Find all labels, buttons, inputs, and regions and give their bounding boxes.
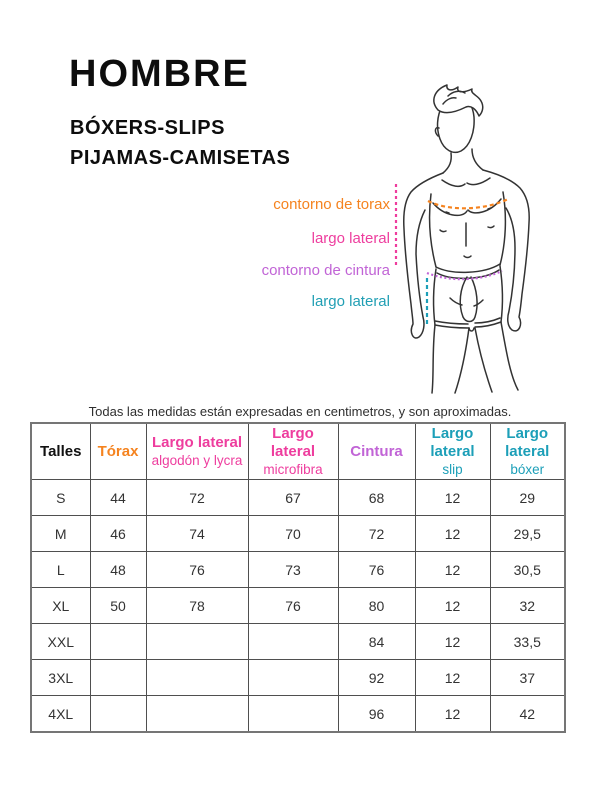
cell-torax: 44 bbox=[89, 479, 147, 516]
cell-talle: XL bbox=[30, 587, 91, 624]
size-table: Talles Tórax Largo lateral algodón y lycr… bbox=[30, 422, 566, 733]
cell-largo-algodon: 72 bbox=[145, 479, 249, 516]
cell-talle: S bbox=[30, 479, 91, 516]
cell-largo-algodon bbox=[145, 695, 249, 733]
figure-neck bbox=[442, 148, 484, 174]
label-largo-lateral-boxer: largo lateral bbox=[311, 293, 390, 310]
cell-largo-algodon: 76 bbox=[145, 551, 249, 588]
cell-largo-slip: 12 bbox=[414, 551, 491, 588]
cell-largo-boxer: 32 bbox=[489, 587, 566, 624]
cell-cintura: 92 bbox=[337, 659, 416, 696]
cell-largo-microfibra: 70 bbox=[247, 515, 339, 552]
cell-largo-slip: 12 bbox=[414, 659, 491, 696]
label-contorno-de-torax: contorno de torax bbox=[273, 196, 390, 213]
cell-torax: 46 bbox=[89, 515, 147, 552]
cell-cintura: 84 bbox=[337, 623, 416, 660]
size-row-xl: XL 50 78 76 80 12 32 bbox=[30, 587, 566, 624]
col-header-largo-algodon: Largo lateral algodón y lycra bbox=[145, 422, 249, 480]
cell-cintura: 68 bbox=[337, 479, 416, 516]
male-figure-illustration bbox=[394, 84, 530, 394]
chest-measure-line bbox=[427, 198, 509, 210]
cell-largo-slip: 12 bbox=[414, 479, 491, 516]
header-row: Talles Tórax Largo lateral algodón y lycr… bbox=[30, 422, 566, 480]
cell-largo-boxer: 33,5 bbox=[489, 623, 566, 660]
cell-largo-algodon bbox=[145, 623, 249, 660]
cell-largo-boxer: 29 bbox=[489, 479, 566, 516]
cell-largo-boxer: 29,5 bbox=[489, 515, 566, 552]
cell-cintura: 72 bbox=[337, 515, 416, 552]
col-header-largo-boxer: Largo lateral bóxer bbox=[489, 422, 566, 480]
figure-legs bbox=[431, 321, 519, 394]
cell-cintura: 76 bbox=[337, 551, 416, 588]
col-header-largo-microfibra: Largo lateral microfibra bbox=[247, 422, 339, 480]
cell-largo-algodon bbox=[145, 659, 249, 696]
cell-talle: L bbox=[30, 551, 91, 588]
cell-largo-microfibra: 76 bbox=[247, 587, 339, 624]
size-row-4xl: 4XL 96 12 42 bbox=[30, 695, 566, 733]
label-contorno-de-cintura: contorno de cintura bbox=[261, 262, 390, 279]
subtitle-line-pijamas-camisetas: PIJAMAS-CAMISETAS bbox=[70, 147, 291, 169]
cell-largo-microfibra: 73 bbox=[247, 551, 339, 588]
cell-torax bbox=[89, 695, 147, 733]
cell-talle: 4XL bbox=[30, 695, 91, 733]
cell-largo-slip: 12 bbox=[414, 515, 491, 552]
cell-largo-boxer: 30,5 bbox=[489, 551, 566, 588]
cell-talle: M bbox=[30, 515, 91, 552]
cell-largo-boxer: 42 bbox=[489, 695, 566, 733]
size-row-xxl: XXL 84 12 33,5 bbox=[30, 623, 566, 660]
size-row-3xl: 3XL 92 12 37 bbox=[30, 659, 566, 696]
cell-talle: XXL bbox=[30, 623, 91, 660]
cell-largo-algodon: 74 bbox=[145, 515, 249, 552]
size-row-s: S 44 72 67 68 12 29 bbox=[30, 479, 566, 516]
size-row-l: L 48 76 73 76 12 30,5 bbox=[30, 551, 566, 588]
cell-largo-microfibra bbox=[247, 623, 339, 660]
figure-hair bbox=[433, 84, 484, 117]
cell-cintura: 80 bbox=[337, 587, 416, 624]
cell-torax: 48 bbox=[89, 551, 147, 588]
subtitle-line-boxers-slips: BÓXERS-SLIPS bbox=[70, 117, 225, 139]
label-largo-lateral-prenda: largo lateral bbox=[311, 230, 390, 247]
cell-cintura: 96 bbox=[337, 695, 416, 733]
size-row-m: M 46 74 70 72 12 29,5 bbox=[30, 515, 566, 552]
page-title: HOMBRE bbox=[69, 53, 250, 95]
cell-talle: 3XL bbox=[30, 659, 91, 696]
cell-torax bbox=[89, 659, 147, 696]
page-subtitle: BÓXERS-SLIPS PIJAMAS-CAMISETAS bbox=[70, 113, 290, 173]
col-header-largo-slip: Largo lateral slip bbox=[414, 422, 491, 480]
cell-largo-slip: 12 bbox=[414, 587, 491, 624]
col-header-talles: Talles bbox=[30, 422, 91, 480]
col-header-cintura: Cintura bbox=[337, 422, 416, 480]
cell-largo-algodon: 78 bbox=[145, 587, 249, 624]
cell-largo-slip: 12 bbox=[414, 623, 491, 660]
cell-largo-microfibra bbox=[247, 659, 339, 696]
cell-torax bbox=[89, 623, 147, 660]
cell-largo-slip: 12 bbox=[414, 695, 491, 733]
col-header-torax: Tórax bbox=[89, 422, 147, 480]
cell-largo-boxer: 37 bbox=[489, 659, 566, 696]
cell-largo-microfibra: 67 bbox=[247, 479, 339, 516]
cell-largo-microfibra bbox=[247, 695, 339, 733]
figure-ear bbox=[434, 126, 440, 137]
cell-torax: 50 bbox=[89, 587, 147, 624]
measurements-note: Todas las medidas están expresadas en ce… bbox=[88, 404, 512, 419]
